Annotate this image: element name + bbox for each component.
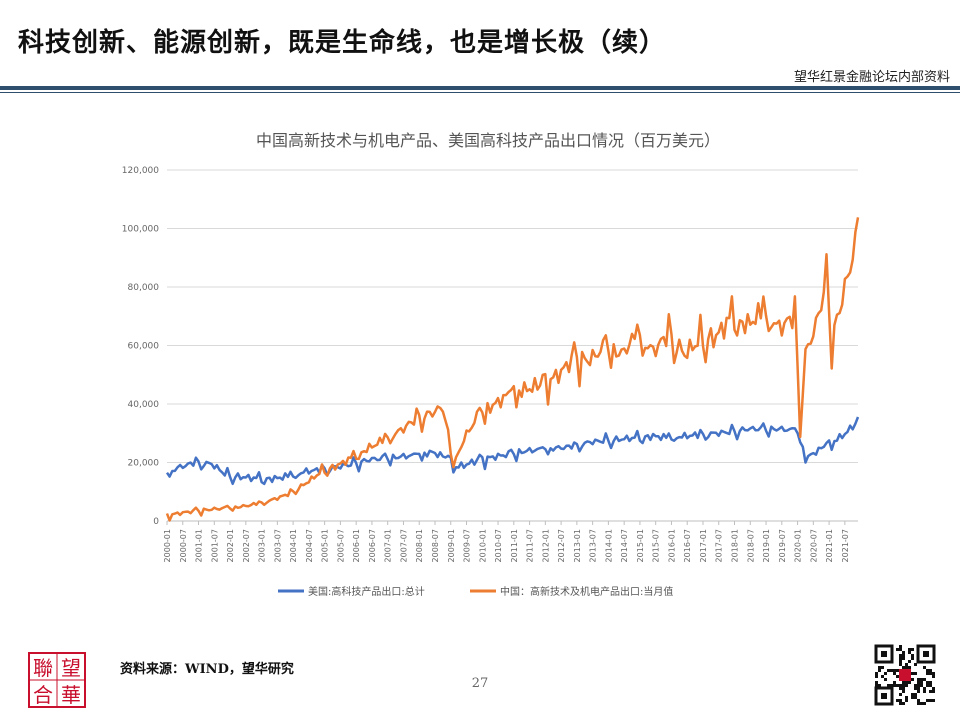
x-tick-label: 2015-07 <box>652 529 661 562</box>
x-tick-label: 2003-01 <box>258 529 267 562</box>
x-tick-label: 2018-07 <box>746 529 755 562</box>
slide-title: 科技创新、能源创新，既是生命线，也是增长极（续） <box>18 28 667 58</box>
x-tick-label: 2012-07 <box>557 529 566 562</box>
y-tick-label: 0 <box>153 517 159 527</box>
x-tick-label: 2020-01 <box>794 529 803 562</box>
x-tick-label: 2008-07 <box>431 529 440 562</box>
x-tick-label: 2020-07 <box>809 529 818 562</box>
x-tick-label: 2013-07 <box>589 529 598 562</box>
qr-code-icon <box>874 644 936 706</box>
page-number: 27 <box>471 676 489 691</box>
gridlines <box>167 169 858 522</box>
x-tick-label: 2013-01 <box>573 529 582 562</box>
x-tick-label: 2010-01 <box>478 529 487 562</box>
x-tick-label: 2007-01 <box>384 529 393 562</box>
x-tick-label: 2003-07 <box>273 529 282 562</box>
x-axis: 2000-01 2000-07 2001-01 2001-07 2002-01 2002-… <box>163 520 858 562</box>
x-tick-label: 2012-01 <box>541 529 550 562</box>
x-tick-label: 2005-07 <box>336 529 345 562</box>
x-tick-label: 2006-01 <box>352 529 361 562</box>
x-tick-label: 2014-01 <box>604 529 613 562</box>
legend-label-1: 美国:高科技产品出口:总计 <box>308 585 425 598</box>
x-tick-label: 2011-01 <box>510 529 519 562</box>
x-tick-label: 2014-07 <box>620 529 629 562</box>
series-line-2 <box>165 217 860 522</box>
x-tick-label: 2000-07 <box>179 529 188 562</box>
chart-title: 中国高新技术与机电产品、美国高科技产品出口情况（百万美元） <box>256 131 720 150</box>
x-tick-label: 2018-01 <box>731 529 740 562</box>
x-tick-label: 2008-01 <box>415 529 424 562</box>
x-tick-label: 2000-01 <box>163 529 172 562</box>
svg-text:聯: 聯 <box>33 656 53 680</box>
wanghua-logo: 聯 望 合 華 <box>28 652 86 708</box>
x-tick-label: 2007-07 <box>399 529 408 562</box>
x-tick-label: 2006-07 <box>368 529 377 562</box>
legend: 美国:高科技产品出口:总计 中国：高新技术及机电产品出口:当月值 <box>278 585 673 598</box>
y-tick-label: 60,000 <box>128 342 160 352</box>
y-tick-label: 20,000 <box>128 459 160 469</box>
title-divider <box>0 86 960 90</box>
line-chart: 中国高新技术与机电产品、美国高科技产品出口情况（百万美元） 0 20,000 40,… <box>122 131 860 598</box>
x-tick-label: 2015-01 <box>636 529 645 562</box>
x-tick-label: 2019-01 <box>762 529 771 562</box>
x-tick-label: 2016-01 <box>667 529 676 562</box>
y-axis-ticks: 0 20,000 40,000 60,000 80,000 100,000 120,000 <box>122 166 159 527</box>
svg-text:望: 望 <box>61 656 81 680</box>
x-tick-label: 2019-07 <box>778 529 787 562</box>
x-tick-label: 2016-07 <box>683 529 692 562</box>
x-tick-label: 2001-01 <box>195 529 204 562</box>
x-tick-label: 2009-01 <box>447 529 456 562</box>
x-tick-label: 2017-07 <box>715 529 724 562</box>
x-tick-label: 2010-07 <box>494 529 503 562</box>
series-lines <box>165 217 860 522</box>
x-tick-label: 2021-01 <box>825 529 834 562</box>
x-tick-label: 2017-01 <box>699 529 708 562</box>
x-tick-label: 2002-07 <box>242 529 251 562</box>
x-tick-label: 2009-07 <box>463 529 472 562</box>
y-tick-label: 40,000 <box>128 400 160 410</box>
svg-text:華: 華 <box>61 683 81 707</box>
title-divider-thin <box>0 92 960 93</box>
svg-text:合: 合 <box>33 683 53 707</box>
legend-label-2: 中国：高新技术及机电产品出口:当月值 <box>500 585 673 598</box>
x-tick-label: 2021-07 <box>841 529 850 562</box>
y-tick-label: 120,000 <box>122 166 159 176</box>
y-tick-label: 100,000 <box>122 225 159 235</box>
x-tick-label: 2004-01 <box>289 529 298 562</box>
x-tick-label: 2004-07 <box>305 529 314 562</box>
series-line-1 <box>165 416 860 486</box>
x-tick-label: 2002-01 <box>226 529 235 562</box>
org-label: 望华红景金融论坛内部资料 <box>793 70 950 85</box>
x-tick-label: 2001-07 <box>210 529 219 562</box>
source-note: 资料来源：WIND，望华研究 <box>120 662 294 677</box>
x-tick-label: 2011-07 <box>526 529 535 562</box>
y-tick-label: 80,000 <box>128 283 160 293</box>
x-tick-label: 2005-01 <box>321 529 330 562</box>
